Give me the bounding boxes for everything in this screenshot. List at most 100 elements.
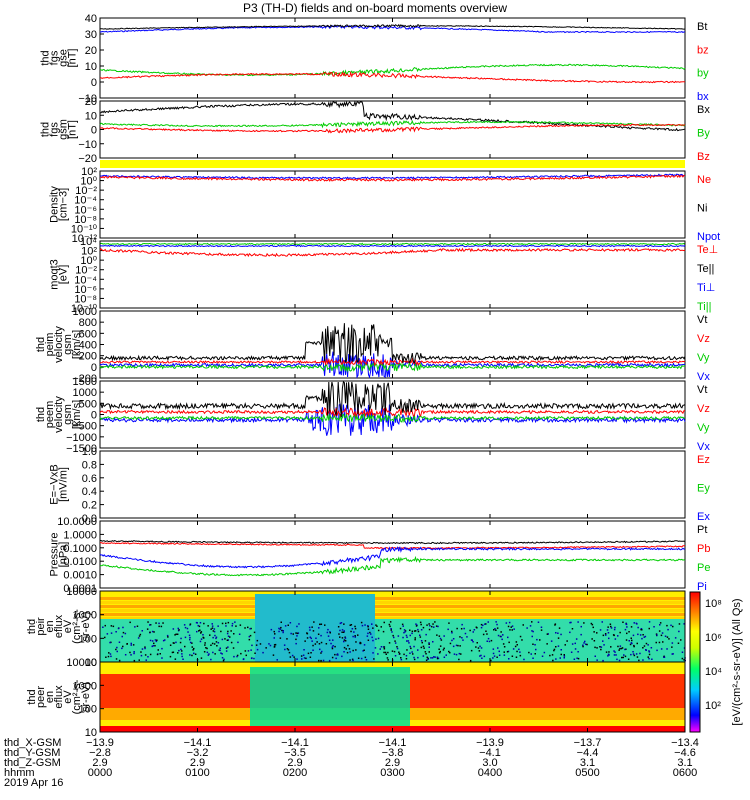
peir-noise-dot xyxy=(144,646,146,648)
peir-noise-dot xyxy=(604,633,607,635)
peir-noise-dot xyxy=(560,653,562,656)
peir-noise-dot xyxy=(422,626,425,629)
peir-noise-dot xyxy=(227,630,229,633)
peir-noise-dot xyxy=(204,642,206,644)
footer-cell: 3.1 xyxy=(580,757,595,769)
peir-noise-dot xyxy=(301,658,303,660)
peir-noise-dot xyxy=(405,658,408,660)
peir-noise-dot xyxy=(380,646,383,648)
peir-noise-dot xyxy=(658,641,661,644)
peir-noise-dot xyxy=(292,633,294,635)
y-tick-label: 10 xyxy=(85,110,97,122)
peir-noise-dot xyxy=(555,646,557,648)
peir-noise-dot xyxy=(666,636,669,638)
y-axis-label: (cm²-s- xyxy=(71,609,83,644)
footer-cell: 0400 xyxy=(478,767,502,779)
peir-noise-dot xyxy=(552,659,554,662)
peir-noise-dot xyxy=(600,648,602,651)
peir-noise-dot xyxy=(583,642,585,644)
peir-noise-dot xyxy=(481,657,483,659)
peir-noise-dot xyxy=(452,638,455,640)
series-vx xyxy=(99,351,686,379)
peir-noise-dot xyxy=(683,623,685,625)
peir-noise-dot xyxy=(155,640,158,643)
peir-noise-dot xyxy=(457,644,459,647)
peir-noise-dot xyxy=(437,657,440,660)
y-axis-label: thd xyxy=(26,689,38,704)
peir-noise-dot xyxy=(354,635,356,637)
peir-noise-dot xyxy=(637,626,639,629)
y-tick-label: 10⁻⁴ xyxy=(74,195,97,207)
peir-noise-dot xyxy=(133,652,135,655)
peir-noise-dot xyxy=(658,630,661,632)
peir-noise-dot xyxy=(495,629,497,631)
peir-noise-dot xyxy=(577,651,579,653)
peir-noise-dot xyxy=(632,653,635,655)
peir-noise-dot xyxy=(249,634,252,637)
peir-noise-dot xyxy=(417,649,419,651)
peir-noise-dot xyxy=(413,658,416,661)
peir-noise-dot xyxy=(322,659,325,662)
peir-noise-dot xyxy=(225,625,227,627)
peir-noise-dot xyxy=(486,633,488,635)
peir-noise-dot xyxy=(219,649,221,652)
peir-noise-dot xyxy=(509,629,511,631)
peir-noise-dot xyxy=(550,640,553,642)
y-tick-label: 0.8 xyxy=(82,459,97,471)
peir-noise-dot xyxy=(321,650,323,653)
peir-noise-dot xyxy=(365,659,368,661)
peir-noise-dot xyxy=(280,621,282,623)
peir-noise-dot xyxy=(320,641,323,644)
legend-bx: Bx xyxy=(697,104,710,116)
peir-noise-dot xyxy=(329,632,331,634)
peir-noise-dot xyxy=(633,622,635,624)
peir-noise-dot xyxy=(648,621,651,623)
peir-noise-dot xyxy=(419,636,422,638)
peir-noise-dot xyxy=(191,654,193,657)
peir-noise-dot xyxy=(554,623,557,625)
y-axis-label: velocity xyxy=(53,396,65,433)
peir-noise-dot xyxy=(439,645,442,647)
peir-noise-dot xyxy=(222,659,225,662)
peir-noise-dot xyxy=(224,638,226,640)
peir-noise-dot xyxy=(443,647,445,650)
peir-noise-dot xyxy=(599,629,602,631)
peir-noise-dot xyxy=(642,659,644,661)
peir-noise-dot xyxy=(216,645,218,647)
peir-noise-dot xyxy=(320,634,322,637)
peir-noise-dot xyxy=(238,633,241,635)
peir-noise-dot xyxy=(569,621,571,624)
peir-noise-dot xyxy=(360,621,363,624)
peir-noise-dot xyxy=(648,651,651,653)
peir-noise-dot xyxy=(475,626,478,628)
peir-noise-dot xyxy=(642,634,644,636)
peir-noise-dot xyxy=(303,657,306,659)
peir-noise-dot xyxy=(181,655,183,658)
peir-noise-dot xyxy=(385,653,387,655)
peir-noise-dot xyxy=(231,625,233,627)
colorbar-label: [eV/(cm²-s-sr-eV)] (All Qs) xyxy=(731,598,743,725)
peir-noise-dot xyxy=(283,644,286,646)
peir-noise-dot xyxy=(344,640,347,642)
peir-noise-dot xyxy=(428,643,430,645)
peir-noise-dot xyxy=(318,627,320,629)
peir-noise-dot xyxy=(573,658,576,660)
peir-noise-dot xyxy=(668,638,670,640)
peir-noise-dot xyxy=(417,628,419,631)
peir-noise-dot xyxy=(345,648,347,650)
footer-cell: −13.4 xyxy=(671,737,699,749)
peir-noise-dot xyxy=(461,637,463,639)
peir-noise-dot xyxy=(341,655,343,658)
peir-noise-dot xyxy=(290,632,292,635)
footer-cell: −13.9 xyxy=(86,737,114,749)
peir-noise-dot xyxy=(539,639,541,641)
peir-noise-dot xyxy=(187,631,189,633)
peir-noise-dot xyxy=(478,650,481,652)
peir-noise-dot xyxy=(670,624,672,627)
series-vx-peem xyxy=(99,403,686,436)
peir-noise-dot xyxy=(492,648,495,650)
peir-noise-dot xyxy=(118,659,121,662)
peir-noise-dot xyxy=(637,633,639,636)
y-axis-label: gsm xyxy=(62,334,74,355)
peir-noise-dot xyxy=(410,647,412,650)
